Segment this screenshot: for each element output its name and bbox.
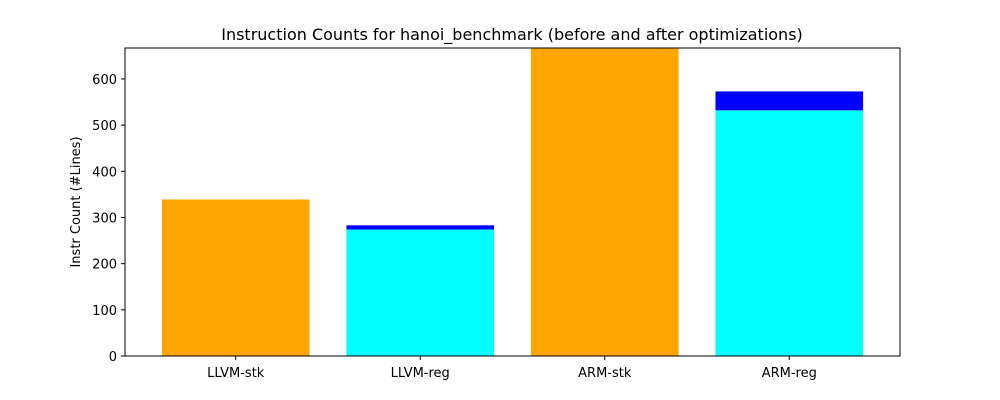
- chart-title: Instruction Counts for hanoi_benchmark (…: [221, 25, 803, 45]
- y-tick-label: 100: [92, 304, 117, 319]
- x-ticks: LLVM-stk LLVM-reg ARM-stk ARM-reg: [207, 356, 817, 381]
- y-tick-label: 200: [92, 258, 117, 273]
- bars-group: [161, 48, 864, 356]
- y-tick-label: 400: [92, 165, 117, 180]
- plot-frame: [124, 47, 901, 357]
- bar-llvm-reg-series-2: [346, 225, 495, 230]
- bar-arm-reg-series-2: [715, 91, 864, 111]
- y-axis-label: Instr Count (#Lines): [69, 136, 84, 267]
- bar-llvm-stk-series-0: [161, 199, 310, 356]
- y-tick-label: 0: [109, 350, 117, 365]
- bar-llvm-reg-series-1: [346, 229, 495, 356]
- y-tick-label: 500: [92, 119, 117, 134]
- x-tick-label: LLVM-reg: [391, 366, 450, 381]
- bar-arm-stk-series-0: [530, 48, 679, 356]
- y-ticks: 0 100 200 300 400 500 600: [92, 73, 125, 365]
- x-tick-label: ARM-reg: [762, 366, 817, 381]
- x-tick-label: ARM-stk: [578, 366, 632, 381]
- bar-arm-reg-series-1: [715, 110, 864, 356]
- x-tick-label: LLVM-stk: [207, 366, 265, 381]
- y-tick-label: 600: [92, 73, 117, 88]
- y-tick-label: 300: [92, 211, 117, 226]
